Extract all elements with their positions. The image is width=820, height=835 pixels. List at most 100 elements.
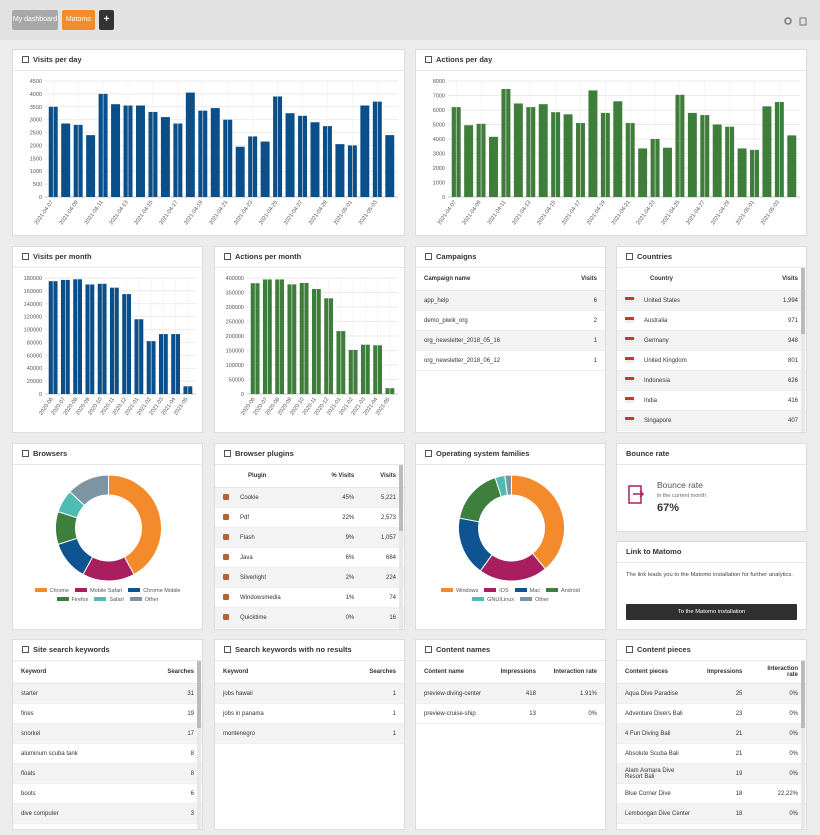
table-row[interactable]: Lembongan Dive Center 18 0% bbox=[617, 803, 806, 824]
scrollbar[interactable] bbox=[801, 268, 805, 432]
table-row[interactable]: Cookie 45% 5,221 bbox=[215, 487, 404, 508]
table-cell: 0% bbox=[750, 803, 806, 824]
legend-item[interactable]: Windows bbox=[441, 588, 478, 594]
table-row[interactable]: org_newsletter_2018_06_12 1 bbox=[416, 350, 605, 371]
table-row[interactable]: jobs in panama 1 bbox=[215, 703, 404, 724]
table-row[interactable]: app_help 6 bbox=[416, 290, 605, 311]
table-row[interactable]: org_newsletter_2018_05_16 1 bbox=[416, 330, 605, 351]
scrollbar-thumb[interactable] bbox=[801, 268, 805, 334]
cell-text: 2,573 bbox=[380, 514, 396, 521]
table-row[interactable]: Blue Corner Dive 18 22.22% bbox=[617, 783, 806, 804]
widget-body: Content pieces Impressions Interaction rat… bbox=[617, 661, 806, 829]
table-cell: 6 bbox=[556, 290, 605, 311]
link-button[interactable]: To the Matomo installation bbox=[626, 604, 797, 620]
delete-icon[interactable] bbox=[799, 17, 807, 26]
cell-text: 23 bbox=[735, 710, 743, 717]
legend-item[interactable]: Mac bbox=[514, 588, 540, 594]
legend-item[interactable]: GNU/Linux bbox=[472, 597, 514, 603]
table-row[interactable]: preview-cruise-ship 13 0% bbox=[416, 703, 605, 724]
table-row[interactable]: Indonesia 626 bbox=[617, 370, 806, 391]
widget-icon[interactable] bbox=[22, 56, 29, 63]
legend-item[interactable]: Android bbox=[545, 588, 580, 594]
table-row[interactable]: Java 6% 684 bbox=[215, 547, 404, 568]
column-header: Visits bbox=[750, 268, 806, 291]
bar bbox=[111, 104, 121, 197]
tab[interactable]: My dashboard bbox=[12, 10, 58, 30]
widget-body: Content name Impressions Interaction rate p… bbox=[416, 661, 605, 829]
widget-icon[interactable] bbox=[224, 450, 231, 457]
widget-icon[interactable] bbox=[626, 253, 633, 260]
table-row[interactable]: floats 8 bbox=[13, 763, 202, 784]
cell-text: 0% bbox=[789, 710, 798, 717]
table-row[interactable]: dive computer 3 bbox=[13, 803, 202, 824]
legend-item[interactable]: iOS bbox=[484, 588, 509, 594]
add-button[interactable]: + bbox=[99, 10, 114, 30]
widget: Visits per day 0 500 1000 1500 2000 2500 3000 35… bbox=[12, 49, 405, 236]
table-row[interactable]: Adventure Divers Bali 23 0% bbox=[617, 703, 806, 724]
table-row[interactable]: Quicktime 0% 16 bbox=[215, 607, 404, 628]
table-cell: Singapore bbox=[617, 410, 751, 431]
legend-item[interactable]: Other bbox=[520, 597, 549, 603]
scrollbar[interactable] bbox=[399, 465, 403, 629]
widget-icon[interactable] bbox=[626, 646, 633, 653]
scrollbar[interactable] bbox=[197, 661, 201, 829]
table-row[interactable]: jobs hawaii 1 bbox=[215, 683, 404, 704]
widget-icon[interactable] bbox=[22, 253, 29, 260]
table-header: Keyword Searches bbox=[215, 661, 404, 684]
table-row[interactable]: Absolute Scuba Bali 21 0% bbox=[617, 743, 806, 764]
table-row[interactable]: Germany 948 bbox=[617, 330, 806, 351]
table-row[interactable]: snorkel 17 bbox=[13, 723, 202, 744]
table-cell: 1 bbox=[556, 350, 605, 371]
widget-body: Windows iOS Mac Android GNU/Linux Other bbox=[416, 465, 605, 629]
widget-body: Country Visits United States 1,994 Australia… bbox=[617, 268, 806, 432]
table-row[interactable]: 4 Fun Diving Bali 21 0% bbox=[617, 723, 806, 744]
scrollbar-thumb[interactable] bbox=[197, 661, 201, 729]
cell-text: 9% bbox=[345, 534, 355, 541]
settings-icon[interactable] bbox=[784, 17, 792, 25]
legend-item[interactable]: Safari bbox=[94, 597, 124, 603]
table-row[interactable]: India 416 bbox=[617, 390, 806, 411]
table-row[interactable]: starter 31 bbox=[13, 683, 202, 704]
table-row[interactable]: Flash 9% 1,057 bbox=[215, 527, 404, 548]
cell-text: 1 bbox=[392, 690, 396, 697]
widget-icon[interactable] bbox=[22, 646, 29, 653]
table-row[interactable]: aluminum scuba tank 8 bbox=[13, 743, 202, 764]
widget-icon[interactable] bbox=[224, 253, 231, 260]
cell-text: Adventure Divers Bali bbox=[625, 710, 683, 717]
table-row[interactable]: Aqua Dive Paradise 25 0% bbox=[617, 683, 806, 704]
tab-active[interactable]: Matomo bbox=[62, 10, 95, 30]
widget-header: Content pieces bbox=[617, 640, 806, 661]
table-row[interactable]: Singapore 407 bbox=[617, 410, 806, 431]
widget-icon[interactable] bbox=[425, 56, 432, 63]
cell-text: org_newsletter_2018_06_12 bbox=[424, 357, 501, 364]
donut-chart bbox=[458, 474, 565, 582]
cell-text: 626 bbox=[787, 377, 798, 384]
table-row[interactable]: Pdf 22% 2,573 bbox=[215, 507, 404, 528]
table-row[interactable]: fines 19 bbox=[13, 703, 202, 724]
table-row[interactable]: Australia 971 bbox=[617, 310, 806, 331]
legend-item[interactable]: Firefox bbox=[56, 597, 88, 603]
table-row[interactable]: United States 1,994 bbox=[617, 290, 806, 311]
table-row[interactable]: demo_piwik_org 2 bbox=[416, 310, 605, 331]
scrollbar[interactable] bbox=[801, 661, 805, 829]
table-row[interactable]: montenegro 1 bbox=[215, 723, 404, 744]
table-row[interactable]: Silverlight 2% 224 bbox=[215, 567, 404, 588]
y-tick-label: 140000 bbox=[24, 302, 42, 308]
scrollbar-thumb[interactable] bbox=[399, 465, 403, 531]
table-row[interactable]: boots 6 bbox=[13, 783, 202, 804]
table-row[interactable]: Alam Asmara Dive Resort Bali 19 0% bbox=[617, 763, 806, 784]
widget-icon[interactable] bbox=[425, 253, 432, 260]
cell-text: 21 bbox=[735, 730, 743, 737]
legend-item[interactable]: Other bbox=[129, 597, 158, 603]
scrollbar-thumb[interactable] bbox=[801, 661, 805, 729]
legend-item[interactable]: Chrome Mobile bbox=[128, 588, 180, 594]
widget-icon[interactable] bbox=[22, 450, 29, 457]
legend-item[interactable]: Mobile Safari bbox=[75, 588, 122, 594]
table-row[interactable]: preview-diving-center 418 1.91% bbox=[416, 683, 605, 704]
widget-icon[interactable] bbox=[425, 646, 432, 653]
legend-item[interactable]: Chrome bbox=[34, 588, 69, 594]
widget-icon[interactable] bbox=[425, 450, 432, 457]
table-row[interactable]: United Kingdom 801 bbox=[617, 350, 806, 371]
widget-icon[interactable] bbox=[224, 646, 231, 653]
table-row[interactable]: Windowsmedia 1% 74 bbox=[215, 587, 404, 608]
